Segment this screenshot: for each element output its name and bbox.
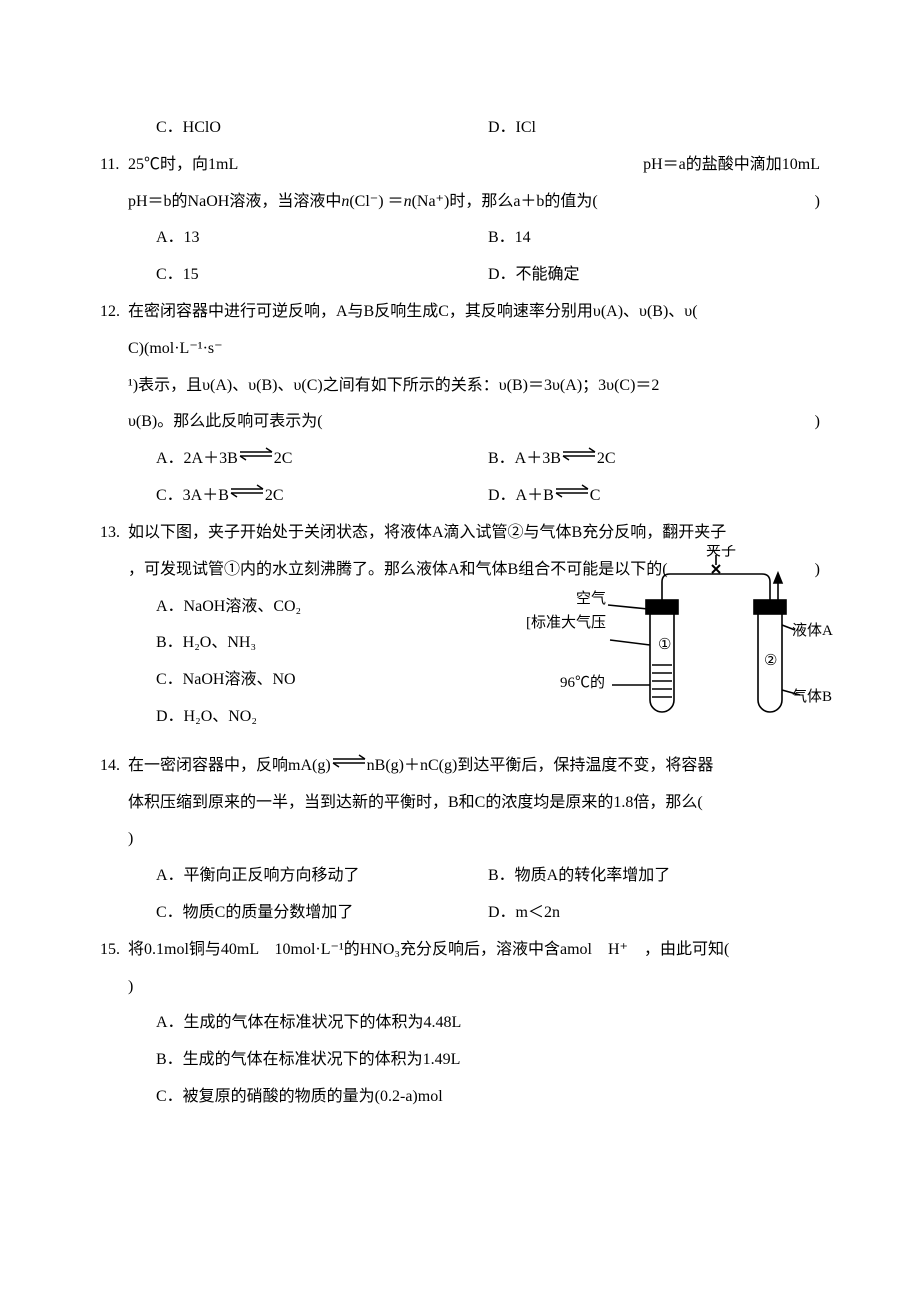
q12-line2: C)(mol·L⁻¹·s⁻ (100, 331, 820, 368)
q12-opt-d: D．A＋B C (488, 478, 820, 515)
q13: 13. 如以下图，夹子开始处于关闭状态，将液体A滴入试管②与气体B充分反响，翻开… (100, 515, 820, 736)
diagram-label-tube1: ① (658, 637, 671, 653)
diagram-label-temp: 96℃的 (560, 674, 605, 691)
q11-f1: (Cl⁻) ＝ (349, 193, 403, 210)
q11-number: 11. (100, 147, 128, 184)
q15: 15. 将0.1mol铜与40mL 10mol·L⁻¹的HNO₃充分反响后，溶液… (100, 932, 820, 1116)
q12-l4a: υ(B)。那么此反响可表示为( (128, 404, 323, 441)
q15-number: 15. (100, 932, 128, 969)
diagram-label-liquid-a: 液体A (792, 622, 833, 639)
q12-stem: 在密闭容器中进行可逆反响，A与B反响生成C，其反响速率分别用υ(A)、υ(B)、… (128, 294, 698, 331)
q11-opt-d: D．不能确定 (488, 257, 820, 294)
q14-stem: 在一密闭容器中，反响mA(g) nB(g)＋nC(g)到达平衡后，保持温度不变，… (128, 748, 713, 785)
q11-opt-c: C．15 (156, 257, 488, 294)
diagram-label-gas-b: 气体B (792, 688, 832, 705)
q13-number: 13. (100, 515, 128, 552)
q12-c-pre: C．3A＋B (156, 487, 229, 504)
q11-f2: (Na⁺)时，那么a＋b的值为( (412, 193, 598, 210)
q12-line1: 12. 在密闭容器中进行可逆反响，A与B反响生成C，其反响速率分别用υ(A)、υ… (100, 294, 820, 331)
q12-d-post: C (590, 487, 601, 504)
q12-row-cd: C．3A＋B 2C D．A＋B C (100, 478, 820, 515)
q12-paren-close: ) (815, 404, 820, 441)
q11-line2: pH＝b的NaOH溶液，当溶液中n(Cl⁻) ＝n(Na⁺)时，那么a＋b的值为… (100, 184, 820, 221)
equilibrium-arrow-icon (331, 746, 367, 783)
q11-stem-b: pH＝a的盐酸中滴加10mL (643, 147, 820, 184)
q10-opt-d: D．ICl (488, 110, 820, 147)
q14-line3: ) (100, 821, 820, 858)
q12-b-post: 2C (597, 450, 616, 467)
q15-opt-b: B．生成的气体在标准状况下的体积为1.49L (100, 1042, 820, 1079)
q12-c-post: 2C (265, 487, 284, 504)
q11-opt-a: A．13 (156, 220, 488, 257)
q12-line3: ¹)表示，且υ(A)、υ(B)、υ(C)之间有如下所示的关系：υ(B)＝3υ(A… (100, 368, 820, 405)
equilibrium-arrow-icon (554, 476, 590, 513)
q14-number: 14. (100, 748, 128, 785)
q11-row-ab: A．13 B．14 (100, 220, 820, 257)
diagram-label-tube2: ② (764, 653, 777, 669)
equilibrium-arrow-icon (238, 439, 274, 476)
equilibrium-arrow-icon (229, 476, 265, 513)
q14-opt-c: C．物质C的质量分数增加了 (156, 895, 488, 932)
equilibrium-arrow-icon (561, 439, 597, 476)
q12-opt-c: C．3A＋B 2C (156, 478, 488, 515)
q12-row-ab: A．2A＋3B 2C B．A＋3B 2C (100, 441, 820, 478)
q12-opt-b: B．A＋3B 2C (488, 441, 820, 478)
page: C．HClO D．ICl 11. 25℃时，向1mL pH＝a的盐酸中滴加10m… (0, 0, 920, 1176)
q14-line2: 体积压缩到原来的一半，当到达新的平衡时，B和C的浓度均是原来的1.8倍，那么( (100, 785, 820, 822)
q14-opt-d: D．m＜2n (488, 895, 820, 932)
q15-line2: ) (100, 969, 820, 1006)
q14: 14. 在一密闭容器中，反响mA(g) nB(g)＋nC(g)到达平衡后，保持温… (100, 748, 820, 932)
q12: 12. 在密闭容器中进行可逆反响，A与B反响生成C，其反响速率分别用υ(A)、υ… (100, 294, 820, 515)
diagram-label-air: 空气 (576, 590, 606, 607)
q11: 11. 25℃时，向1mL pH＝a的盐酸中滴加10mL pH＝b的NaOH溶液… (100, 147, 820, 294)
q11-paren-close: ) (815, 184, 820, 221)
q14-row-cd: C．物质C的质量分数增加了 D．m＜2n (100, 895, 820, 932)
q12-b-pre: B．A＋3B (488, 450, 561, 467)
q11-l2a: pH＝b的NaOH溶液，当溶液中 (128, 193, 341, 210)
q11-line1: 11. 25℃时，向1mL pH＝a的盐酸中滴加10mL (100, 147, 820, 184)
q14-sa: 在一密闭容器中，反响mA(g) (128, 757, 331, 774)
q10-opt-c: C．HClO (156, 110, 488, 147)
diagram-label-clip: 夹子 (706, 545, 736, 559)
q12-opt-a: A．2A＋3B 2C (156, 441, 488, 478)
q10-options-cd: C．HClO D．ICl (100, 110, 820, 147)
q11-line2-content: pH＝b的NaOH溶液，当溶液中n(Cl⁻) ＝n(Na⁺)时，那么a＋b的值为… (128, 184, 598, 221)
q15-opt-c: C．被复原的硝酸的物质的量为(0.2-a)mol (100, 1079, 820, 1116)
q12-a-pre: A．2A＋3B (156, 450, 238, 467)
q14-opt-a: A．平衡向正反响方向移动了 (156, 858, 488, 895)
q11-opt-b: B．14 (488, 220, 820, 257)
q12-number: 12. (100, 294, 128, 331)
q12-d-pre: D．A＋B (488, 487, 554, 504)
q11-n2: n (404, 193, 412, 210)
q15-opt-a: A．生成的气体在标准状况下的体积为4.48L (100, 1005, 820, 1042)
q14-row-ab: A．平衡向正反响方向移动了 B．物质A的转化率增加了 (100, 858, 820, 895)
q11-row-cd: C．15 D．不能确定 (100, 257, 820, 294)
q15-line1: 15. 将0.1mol铜与40mL 10mol·L⁻¹的HNO₃充分反响后，溶液… (100, 932, 820, 969)
q11-stem-a: 25℃时，向1mL (128, 147, 238, 184)
q14-sb: nB(g)＋nC(g)到达平衡后，保持温度不变，将容器 (367, 757, 714, 774)
apparatus-diagram: 夹子 空气 [标准大气压 ① 96℃的 ② 液体A 气体B (520, 545, 840, 745)
q12-a-post: 2C (274, 450, 293, 467)
q14-line1: 14. 在一密闭容器中，反响mA(g) nB(g)＋nC(g)到达平衡后，保持温… (100, 748, 820, 785)
q14-opt-b: B．物质A的转化率增加了 (488, 858, 820, 895)
diagram-label-pressure: [标准大气压 (526, 614, 606, 631)
q15-stem: 将0.1mol铜与40mL 10mol·L⁻¹的HNO₃充分反响后，溶液中含am… (128, 932, 729, 969)
q12-line4: υ(B)。那么此反响可表示为( ) (100, 404, 820, 441)
